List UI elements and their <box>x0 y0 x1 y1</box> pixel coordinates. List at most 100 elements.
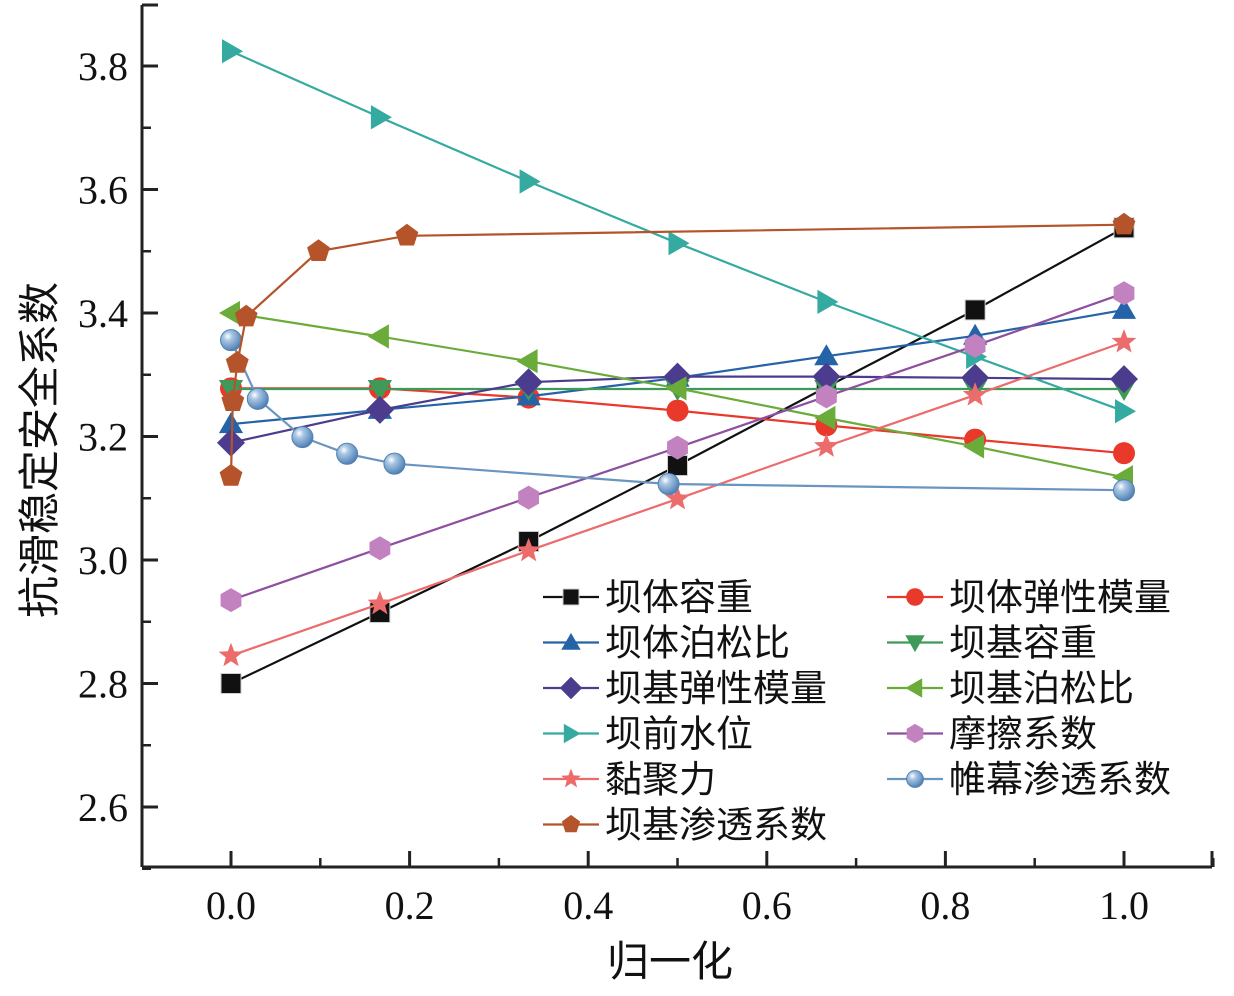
data-point <box>814 344 839 366</box>
y-tick-label: 3.6 <box>78 168 128 213</box>
data-point <box>218 412 244 434</box>
data-point <box>814 433 839 457</box>
legend-label: 坝体弹性模量 <box>949 576 1171 619</box>
data-point <box>516 349 538 374</box>
legend-item: 坝基容重 <box>887 622 1097 665</box>
legend-marker <box>561 768 581 788</box>
legend-marker <box>562 588 580 606</box>
data-point <box>665 485 690 510</box>
legend-item: 坝基泊松比 <box>887 667 1134 710</box>
data-point <box>1113 281 1135 306</box>
data-point <box>964 299 986 321</box>
data-point <box>367 380 392 401</box>
y-tick-label: 3.0 <box>78 538 128 583</box>
y-tick-label: 2.8 <box>78 662 128 707</box>
x-tick-label: 0.0 <box>206 883 256 928</box>
data-point <box>246 387 269 410</box>
legend-label: 坝基泊松比 <box>949 667 1134 710</box>
data-point <box>814 405 836 431</box>
legend-marker <box>563 723 581 744</box>
data-point <box>514 368 543 397</box>
legend-marker <box>561 632 581 650</box>
data-point <box>666 399 689 422</box>
legend-label: 坝基容重 <box>949 622 1097 665</box>
data-point <box>369 536 391 561</box>
series-9 <box>218 329 1137 667</box>
legend-label: 摩擦系数 <box>949 713 1097 756</box>
data-point <box>1112 212 1136 235</box>
legend-label: 帷幕渗透系数 <box>949 758 1171 801</box>
legend-item: 黏聚力 <box>543 758 716 801</box>
data-point <box>222 39 243 64</box>
data-point <box>219 464 243 486</box>
data-point <box>234 304 258 327</box>
data-point <box>964 333 986 358</box>
data-point <box>962 382 988 406</box>
data-point <box>812 362 841 391</box>
data-point <box>667 435 688 460</box>
data-point <box>395 223 419 246</box>
data-point <box>220 329 242 352</box>
legend-marker <box>905 635 925 653</box>
series-10 <box>220 329 1135 502</box>
data-point <box>365 395 394 424</box>
legend-marker <box>561 814 581 833</box>
data-point <box>221 389 245 411</box>
data-point <box>383 452 406 475</box>
data-point <box>1115 399 1136 424</box>
legend-item: 坝前水位 <box>543 713 753 756</box>
series-8 <box>220 281 1135 613</box>
y-tick-label: 3.8 <box>78 44 128 89</box>
legend-marker <box>906 770 924 788</box>
data-point <box>219 300 240 326</box>
x-tick-label: 1.0 <box>1099 883 1149 928</box>
y-axis-title: 抗滑稳定安全系数 <box>15 282 64 618</box>
y-tick-label: 3.2 <box>78 415 128 460</box>
data-point <box>1111 297 1137 319</box>
data-point <box>516 537 541 562</box>
legend-item: 坝基渗透系数 <box>543 804 827 847</box>
data-point <box>218 642 244 667</box>
data-point <box>1113 479 1135 502</box>
y-tick-label: 2.6 <box>78 785 128 830</box>
legend-item: 坝体弹性模量 <box>887 576 1171 619</box>
x-tick-label: 0.8 <box>920 883 970 928</box>
legend-item: 摩擦系数 <box>887 713 1097 756</box>
data-point <box>816 384 837 409</box>
data-point <box>1110 365 1138 394</box>
axes: 2.6 2.8 3.0 3.2 3.4 3.6 3.8 0.0 0.2 0.4 0.6 0.8 1.0 <box>78 3 1215 928</box>
data-point <box>225 351 249 373</box>
legend-label: 坝基弹性模量 <box>605 667 827 710</box>
data-point <box>336 442 359 465</box>
data-point <box>518 485 539 510</box>
legend-marker <box>906 588 924 606</box>
y-tick-label: 3.4 <box>78 291 128 336</box>
legend-label: 黏聚力 <box>605 758 716 801</box>
x-axis-title: 归一化 <box>607 937 733 986</box>
x-tick-label: 0.2 <box>385 883 435 928</box>
data-point <box>665 376 687 401</box>
data-point <box>817 289 839 314</box>
data-point <box>220 588 242 613</box>
data-point <box>1111 329 1137 353</box>
data-point <box>220 673 242 694</box>
legend-item: 坝体泊松比 <box>543 622 790 665</box>
data-point <box>519 169 541 194</box>
data-point <box>1113 442 1135 465</box>
data-point <box>370 105 392 130</box>
data-point <box>218 380 244 401</box>
legend-item: 坝基弹性模量 <box>543 667 827 710</box>
legend-label: 坝基渗透系数 <box>605 804 827 847</box>
data-point <box>961 363 990 392</box>
data-point <box>963 434 985 459</box>
data-point <box>307 239 330 261</box>
legend-marker <box>559 676 583 700</box>
series-layer <box>217 39 1138 694</box>
x-tick-label: 0.6 <box>742 883 792 928</box>
data-point <box>367 324 389 349</box>
x-tick-label: 0.4 <box>563 883 613 928</box>
legend-label: 坝体容重 <box>605 576 753 619</box>
data-point <box>668 231 690 256</box>
